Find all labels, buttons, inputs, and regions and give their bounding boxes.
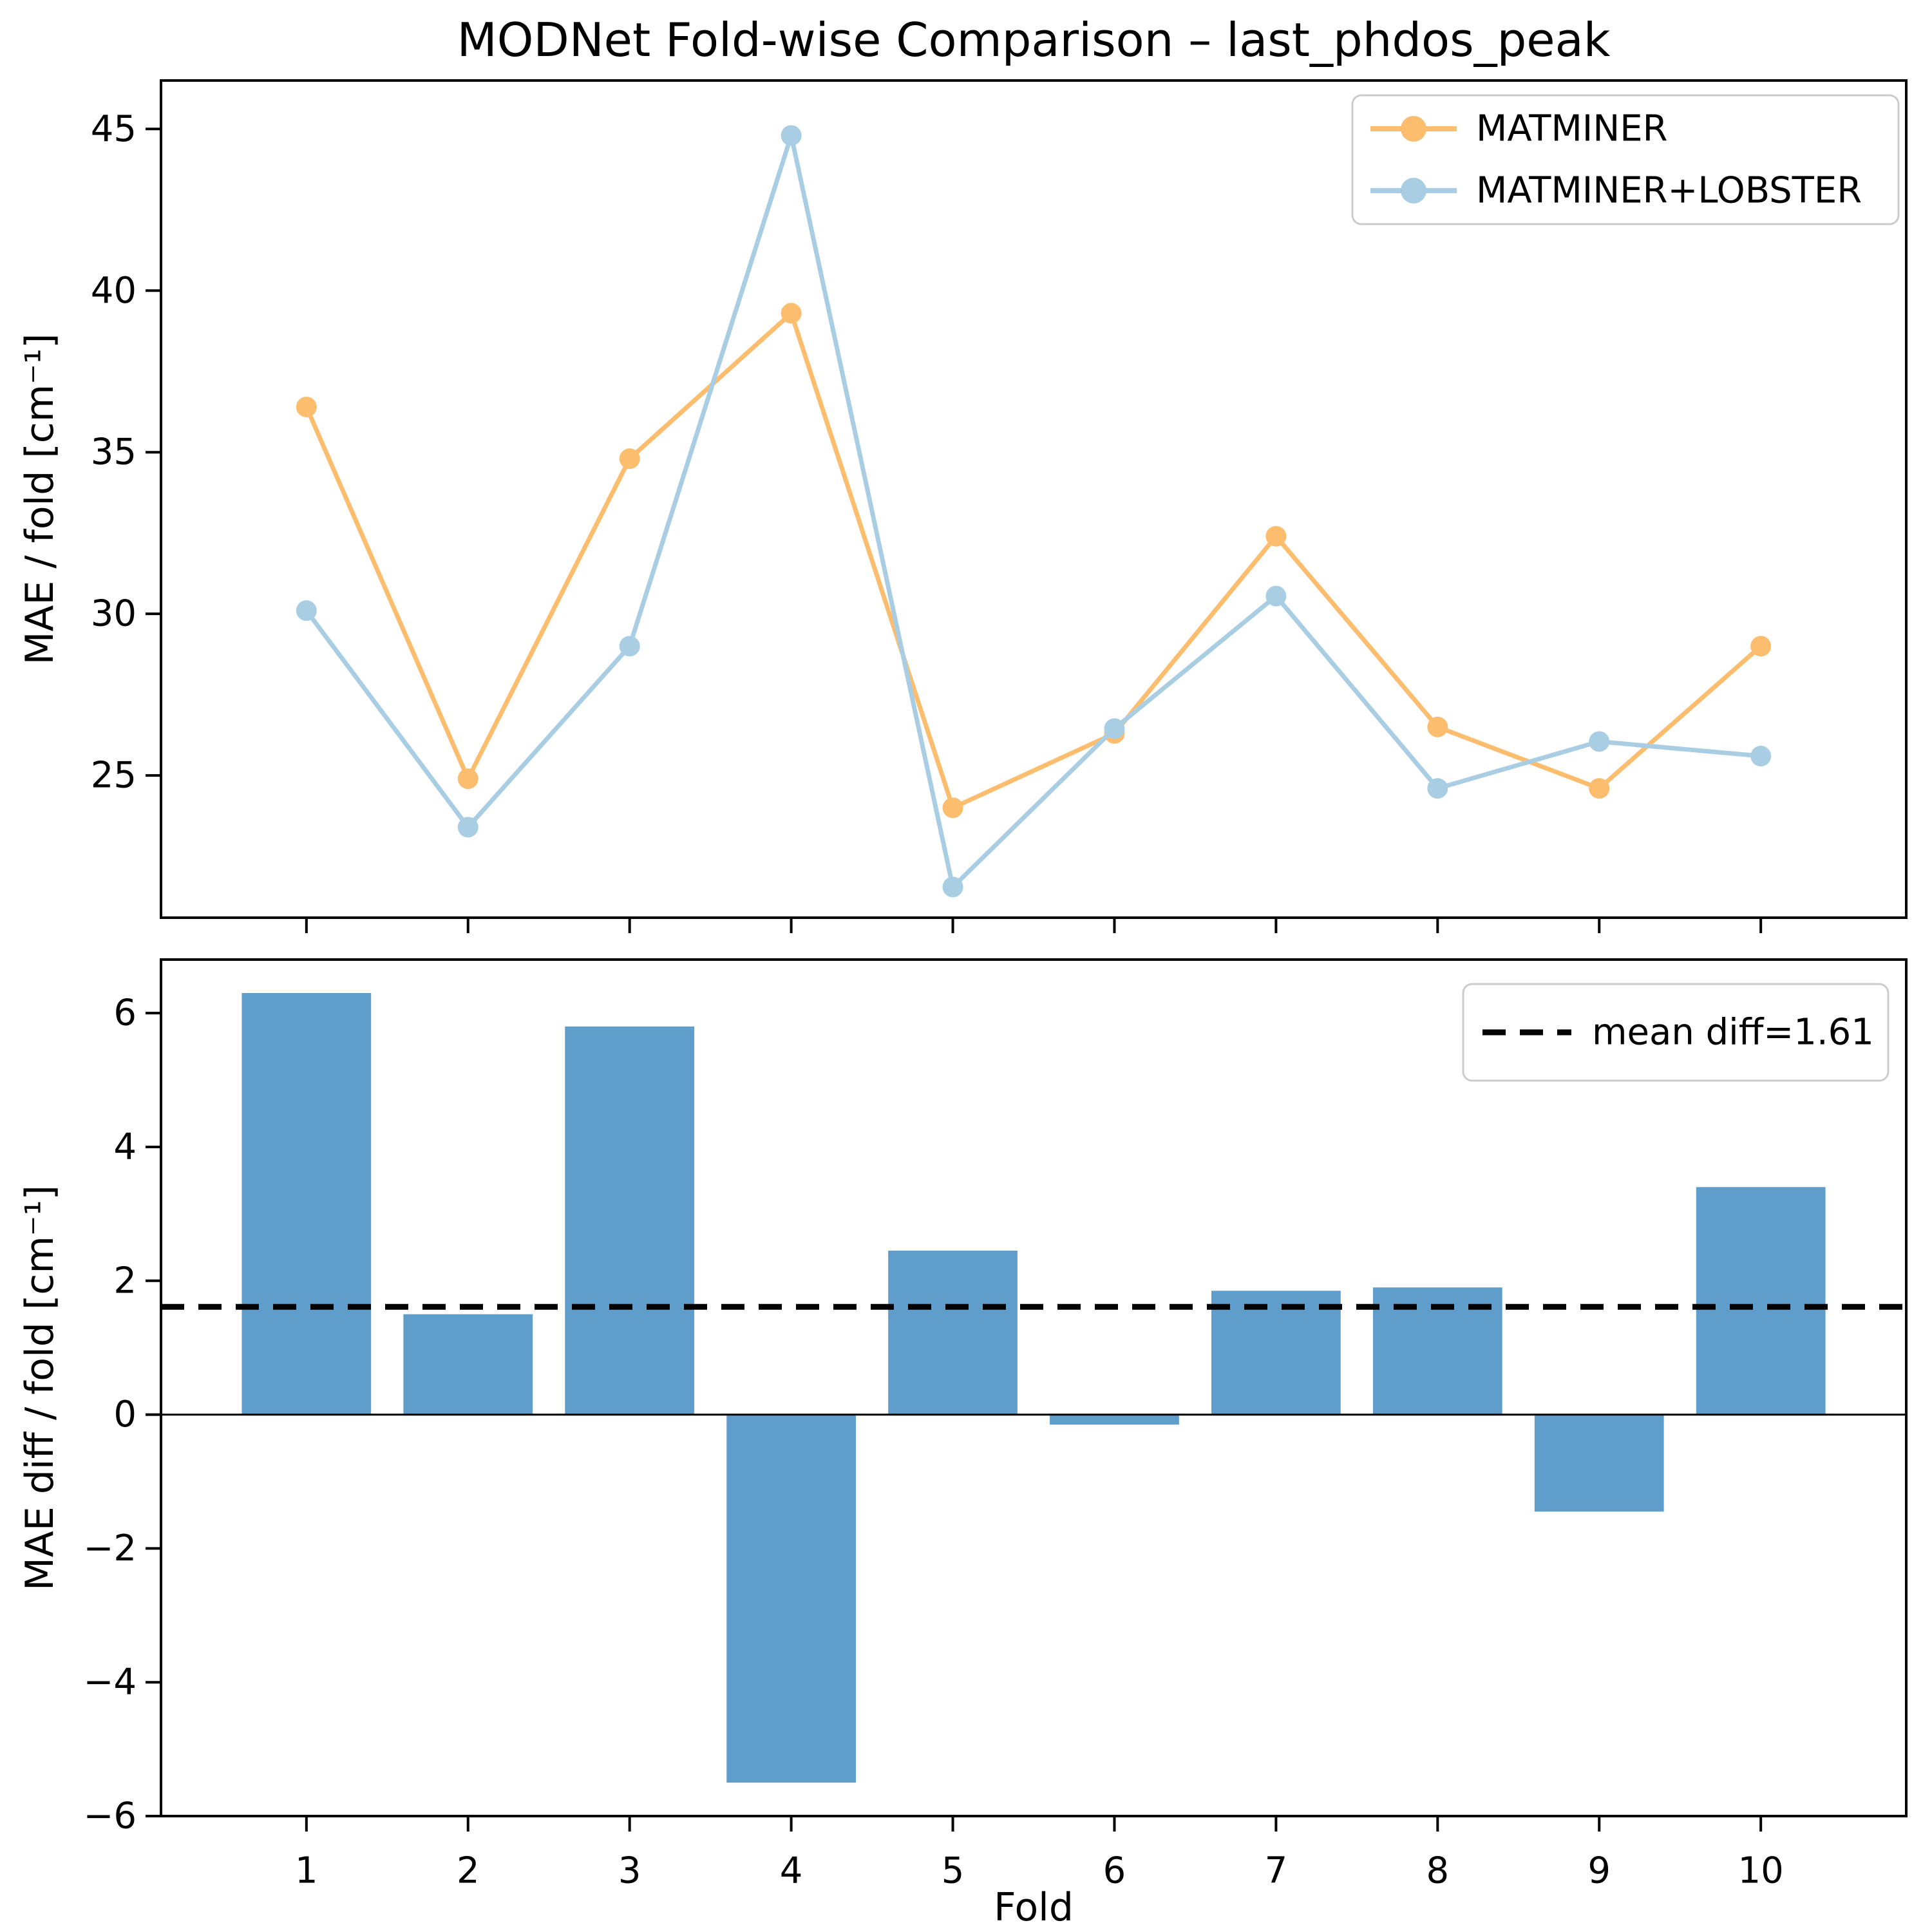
chart-title: MODNet Fold-wise Comparison – last_phdos… xyxy=(457,13,1611,67)
y-tick-label: −4 xyxy=(83,1662,137,1703)
data-point-matminer-fold-5 xyxy=(942,797,963,819)
y-tick-label: 30 xyxy=(91,593,137,635)
x-tick-label: 2 xyxy=(457,1850,480,1892)
y-tick-label: 45 xyxy=(91,108,137,150)
data-point-matminer-lobster-fold-3 xyxy=(619,636,640,657)
y-tick-label: 2 xyxy=(113,1260,137,1302)
data-point-matminer-fold-3 xyxy=(619,448,640,469)
legend-marker xyxy=(1401,116,1426,142)
series-line-matminer-lobster xyxy=(305,126,1761,892)
top-legend: MATMINER MATMINER+LOBSTER xyxy=(1351,94,1900,225)
data-point-matminer-lobster-fold-7 xyxy=(1265,585,1287,607)
data-point-matminer-fold-9 xyxy=(1589,778,1610,799)
y-tick-label: 35 xyxy=(91,431,137,473)
bottom-legend: mean diff=1.61 xyxy=(1462,983,1889,1082)
data-point-matminer-lobster-fold-6 xyxy=(1104,718,1125,739)
diff-bar-fold-5 xyxy=(888,1250,1018,1415)
x-tick-label: 4 xyxy=(780,1850,803,1892)
x-tick-label: 1 xyxy=(295,1850,318,1892)
data-point-matminer-lobster-fold-5 xyxy=(942,876,963,898)
data-point-matminer-fold-10 xyxy=(1750,636,1772,657)
bottom-axes-frame xyxy=(160,958,1908,1817)
bottom-y-axis-label: MAE diff / fold [cm⁻¹] xyxy=(17,1185,62,1591)
data-point-matminer-lobster-fold-1 xyxy=(296,600,317,621)
data-point-matminer-fold-2 xyxy=(457,768,478,790)
legend-label: MATMINER xyxy=(1476,108,1668,150)
x-tick-label: 5 xyxy=(942,1850,965,1892)
x-tick-label: 10 xyxy=(1738,1850,1784,1892)
diff-bar-fold-2 xyxy=(403,1314,533,1415)
x-tick-label: 6 xyxy=(1103,1850,1126,1892)
diff-bar-fold-1 xyxy=(242,992,372,1415)
y-tick-label: −2 xyxy=(83,1528,137,1569)
data-point-matminer-lobster-fold-4 xyxy=(781,125,802,146)
top-chart: 25 30 35 40 45 MATMINER MATMINER+LOBSTER xyxy=(91,79,1908,933)
data-point-matminer-lobster-fold-8 xyxy=(1427,778,1448,799)
y-tick-label: 0 xyxy=(113,1394,137,1435)
series-line-matminer xyxy=(304,309,1763,811)
x-axis-label: Fold xyxy=(994,1885,1074,1930)
bottom-chart: −6 −4 −2 0 2 4 6 1 2 3 4 5 6 7 8 9 10 mean diff=1.61 xyxy=(83,958,1908,1892)
data-point-matminer-lobster-fold-9 xyxy=(1589,731,1610,752)
diff-bar-fold-6 xyxy=(1050,1414,1179,1425)
y-tick-label: −6 xyxy=(83,1795,137,1837)
top-axes-frame xyxy=(160,79,1908,919)
top-y-axis-label: MAE / fold [cm⁻¹] xyxy=(17,333,62,665)
data-point-matminer-fold-8 xyxy=(1427,716,1448,737)
x-tick-label: 8 xyxy=(1426,1850,1449,1892)
legend-label: mean diff=1.61 xyxy=(1592,1012,1874,1054)
x-tick-label: 7 xyxy=(1265,1850,1288,1892)
diff-bar-fold-4 xyxy=(726,1414,856,1783)
diff-bar-fold-10 xyxy=(1696,1187,1826,1415)
legend-label: MATMINER+LOBSTER xyxy=(1476,170,1862,212)
data-point-matminer-fold-7 xyxy=(1265,526,1287,547)
legend-box xyxy=(1462,983,1889,1082)
legend-marker xyxy=(1401,178,1426,204)
y-tick-label: 6 xyxy=(113,992,137,1034)
data-point-matminer-lobster-fold-2 xyxy=(457,817,478,838)
y-tick-label: 4 xyxy=(113,1126,137,1168)
data-point-matminer-fold-4 xyxy=(781,303,802,324)
diff-bar-fold-7 xyxy=(1211,1291,1341,1415)
legend-box xyxy=(1351,94,1900,225)
data-point-matminer-lobster-fold-10 xyxy=(1750,746,1772,767)
data-point-matminer-fold-1 xyxy=(296,396,317,417)
diff-bar-fold-9 xyxy=(1534,1414,1664,1512)
x-tick-label: 9 xyxy=(1587,1850,1611,1892)
y-tick-label: 25 xyxy=(91,755,137,797)
diff-bar-fold-3 xyxy=(565,1026,695,1415)
y-tick-label: 40 xyxy=(91,270,137,312)
x-tick-label: 3 xyxy=(618,1850,641,1892)
